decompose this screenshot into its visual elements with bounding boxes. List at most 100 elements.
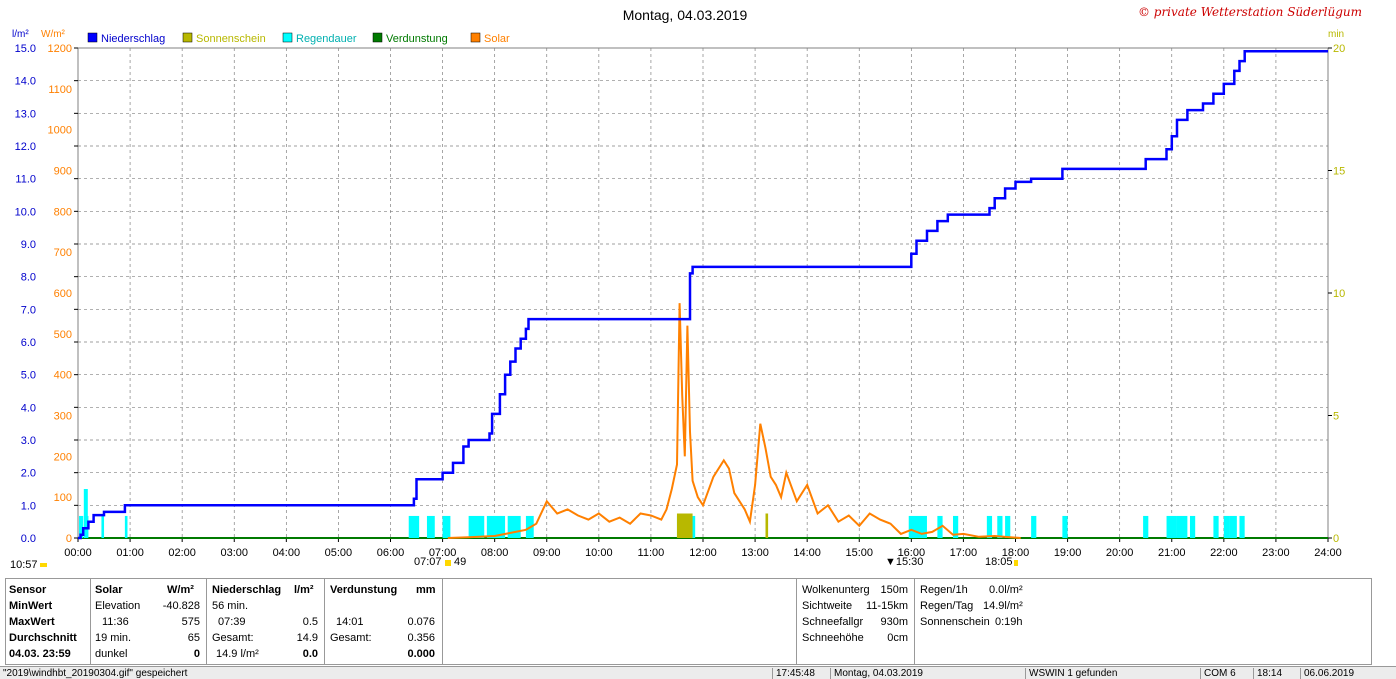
niederschlag-unit: l/m² [294,584,314,596]
weather-chart: Montag, 04.03.2019 © private Wetterstatio… [10,5,1362,571]
regendauer-bar [986,515,993,538]
row-label-avg: Durchschnitt [9,632,77,644]
y-tick-niederschlag: 1.0 [21,500,36,512]
nied-now-label: 14.9 l/m² [216,648,259,660]
regendauer-bar [1062,515,1068,538]
snowdepth-label: Schneehöhe [802,632,864,644]
y-tick-solar: 100 [54,492,72,504]
verd-now-value: 0.000 [407,648,435,660]
solar-now-value: 0 [193,648,200,660]
x-tick-label: 07:00 [429,547,457,559]
row-label-date: 04.03. 23:59 [9,648,71,660]
solar-header: Solar [95,584,123,596]
row-label-min: MinWert [9,600,53,612]
regendauer-bar [953,515,959,538]
series-niederschlag [78,50,1328,540]
x-tick-label: 00:00 [64,547,92,559]
regendauer-bar [1229,515,1237,538]
divider [914,579,915,664]
marker-label: ▼15:30 [885,556,923,568]
regendauer-bar [997,515,1003,538]
status-date: Montag, 04.03.2019 [830,668,1019,679]
verdunstung-header: Verdunstung [330,584,398,596]
x-tick-label: 21:00 [1158,547,1186,559]
y-tick-solar: 500 [54,329,72,341]
solar-now-label: dunkel [95,648,128,660]
visibility-value: 11-15km [866,600,908,612]
nied-max-label: 07:39 [218,616,246,628]
y-tick-solar: 1000 [48,125,72,137]
y-tick-minutes: 15 [1333,166,1345,178]
y-tick-niederschlag: 7.0 [21,304,36,316]
divider [442,579,443,664]
divider [324,579,325,664]
y-tick-minutes: 10 [1333,288,1345,300]
x-tick-label: 11:00 [638,547,665,559]
x-tick-label: 03:00 [220,547,248,559]
regendauer-bar [507,515,521,538]
regendauer-peak [83,489,88,538]
sonnenschein-bar [676,513,693,538]
divider [796,579,797,664]
chart-title: Montag, 04.03.2019 [623,7,748,23]
solar-avg-value: 65 [187,632,200,644]
regendauer-bar [79,515,84,538]
x-tick-label: 08:00 [481,547,509,559]
solar-min-label: Elevation [95,600,141,612]
y-tick-minutes: 5 [1333,411,1339,423]
x-tick-label: 04:00 [273,547,301,559]
nied-total-label: Gesamt: [212,632,254,644]
sun-marker-icon [445,560,451,566]
x-tick-label: 18:00 [1002,547,1030,559]
y-tick-minutes: 0 [1333,533,1339,545]
y-tick-minutes: 20 [1333,43,1345,55]
y-tick-niederschlag: 3.0 [21,435,36,447]
sunset-label: 18:05 [985,556,1013,568]
legend-swatch [372,32,383,43]
copyright-text: © private Wetterstation Süderlügum [1138,5,1362,19]
sunshine-value: 0:19h [995,616,1023,628]
status-time: 17:45:48 [772,668,831,679]
verd-total-label: Gesamt: [330,632,372,644]
x-tick-label: 20:00 [1106,547,1134,559]
legend-label: Regendauer [296,33,357,45]
y-tick-niederschlag: 12.0 [15,141,36,153]
y-tick-solar: 700 [54,247,72,259]
legend-label: Niederschlag [101,33,165,45]
sunrise-left-label: 10:57 [10,559,38,571]
x-tick-label: 05:00 [325,547,353,559]
unit-left-2: W/m² [41,29,66,40]
regendauer-bar [408,515,420,538]
cloud-value: 150m [880,584,908,596]
series-solar [447,303,1021,539]
sunrise-label: 07:07 [414,556,442,568]
verdunstung-unit: mm [416,584,436,596]
x-tick-label: 17:00 [950,547,978,559]
divider [206,579,207,664]
visibility-label: Sichtweite [802,600,853,612]
rain1h-label: Regen/1h [920,584,968,596]
legend-swatch [282,32,293,43]
unit-right: min [1328,29,1344,40]
legend-swatch [87,32,98,43]
y-tick-niederschlag: 6.0 [21,337,36,349]
regendauer-bar [1143,515,1149,538]
solar-avg-label: 19 min. [95,632,132,644]
status-com: COM 6 [1200,668,1254,679]
x-tick-label: 14:00 [793,547,821,559]
regendauer-bar [1166,515,1177,538]
snowdepth-value: 0cm [887,632,908,644]
sonnenschein-bar [765,513,769,538]
x-tick-label: 13:00 [741,547,769,559]
y-tick-niederschlag: 0.0 [21,533,36,545]
y-tick-niederschlag: 11.0 [15,174,36,186]
x-tick-label: 15:00 [845,547,873,559]
sunrise-suffix: 49 [454,556,466,568]
solar-min-value: -40.828 [162,600,200,612]
verd-max-value: 0.076 [407,616,435,628]
regendauer-bar [124,515,128,538]
status-file: "2019\windhbt_20190304.gif" gespeichert [3,668,188,679]
y-tick-solar: 800 [54,206,72,218]
regendauer-bar [101,515,105,538]
regendauer-bar [426,515,435,538]
